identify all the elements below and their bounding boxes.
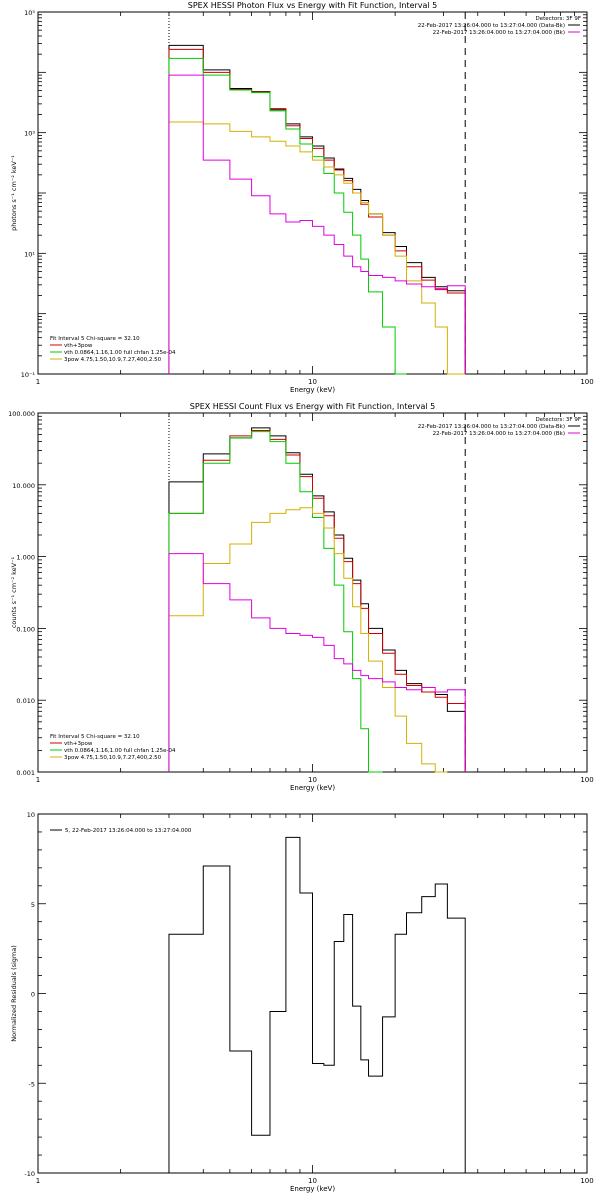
chart1-x-tick-label: 10	[308, 378, 317, 386]
chart1-x-axis-label: Energy (keV)	[290, 386, 335, 394]
chart2-legend-item: 3pow 4.75,1.50,10.9,7.27,400,2.50	[64, 755, 162, 761]
chart1-y-axis-label: photons s⁻¹ cm⁻² keV⁻¹	[10, 155, 18, 231]
chart1-header-line: 22-Feb-2017 13:26:04.000 to 13:27:04.000…	[418, 23, 565, 29]
chart1-legend-item: vth 0.0864,1.16,1.00 full chfan 1.25e-04	[64, 350, 176, 356]
chart1-legend-item: vth+3pow	[64, 343, 93, 349]
chart2-header-line: 22-Feb-2017 13:26:04.000 to 13:27:04.000…	[418, 424, 565, 430]
chart1-series-1-histogram	[168, 44, 466, 374]
chart1-x-tick-label: 100	[580, 378, 593, 386]
chart2-series-2-histogram	[168, 430, 466, 772]
chart2-y-axis-label: counts s⁻¹ cm⁻² keV⁻¹	[10, 556, 18, 628]
chart2-y-tick-label: 0.010	[16, 697, 35, 705]
chart3-x-tick-label: 10	[308, 1177, 317, 1185]
chart3-y-axis-label: Normalized Residuals (sigma)	[10, 945, 18, 1042]
chart1-y-tick-label: 10⁵	[24, 9, 35, 17]
chart2-y-tick-label: 100.000	[8, 410, 35, 418]
chart2-legend-item: vth+3pow	[64, 741, 93, 747]
chart3-x-tick-label: 1	[36, 1177, 40, 1185]
chart2-y-tick-label: 1.000	[16, 554, 35, 562]
chart1-x-tick-label: 1	[36, 378, 40, 386]
chart2-series-3-histogram	[168, 431, 383, 773]
chart1-title: SPEX HESSI Photon Flux vs Energy with Fi…	[188, 1, 438, 10]
chart3-y-tick-label: -10	[24, 1170, 35, 1178]
chart2-header-line: Detectors: 3F 9F	[535, 417, 581, 423]
chart2-legend-title: Fit Interval 5 Chi-square = 32.10	[50, 734, 140, 740]
chart1-plot-frame	[37, 11, 588, 375]
chart1-series-2-histogram	[168, 48, 466, 374]
chart1-y-tick-label: 10¹	[24, 250, 35, 258]
chart1-header-line: Detectors: 3F 9F	[535, 16, 581, 22]
chart2-series-5-histogram	[168, 553, 466, 772]
chart1-series-5-histogram	[168, 74, 466, 374]
chart1-header-line: 22-Feb-2017 13:26:04.000 to 13:27:04.000…	[433, 30, 565, 36]
chart2-title: SPEX HESSI Count Flux vs Energy with Fit…	[190, 402, 435, 411]
chart2-x-tick-label: 1	[36, 776, 40, 784]
chart1-series-4-histogram	[168, 121, 466, 375]
chart2-plot-frame	[37, 412, 588, 773]
chart1-y-tick-label: 10³	[24, 130, 35, 138]
chart2-x-tick-label: 100	[580, 776, 593, 784]
chart2-y-tick-label: 10.000	[12, 482, 35, 490]
chart3-y-tick-label: 0	[31, 991, 35, 999]
chart2-series-1-histogram	[168, 427, 466, 772]
chart3-y-tick-label: 10	[27, 811, 35, 819]
chart1-y-tick-label: 10⁻¹	[21, 371, 36, 379]
chart3-x-tick-label: 100	[580, 1177, 593, 1185]
chart1-series-3-histogram	[168, 57, 407, 375]
chart2-y-tick-label: 0.001	[16, 769, 35, 777]
chart2-series-4-histogram	[168, 507, 448, 773]
chart3-legend-item: 5, 22-Feb-2017 13:26:04.000 to 13:27:04.…	[65, 828, 192, 834]
chart3-x-axis-label: Energy (keV)	[290, 1185, 335, 1193]
chart2-header-line: 22-Feb-2017 13:26:04.000 to 13:27:04.000…	[433, 431, 565, 437]
chart3-y-tick-label: -5	[29, 1080, 35, 1088]
chart2-legend-item: vth 0.0864,1.16,1.00 full chfan 1.25e-04	[64, 748, 176, 754]
chart2-x-tick-label: 10	[308, 776, 317, 784]
chart3-y-tick-label: 5	[31, 901, 35, 909]
chart2-x-axis-label: Energy (keV)	[290, 784, 335, 792]
chart3-series-1-histogram	[168, 836, 466, 1173]
chart1-legend-item: 3pow 4.75,1.50,10.9,7.27,400,2.50	[64, 357, 162, 363]
chart1-legend-title: Fit Interval 5 Chi-square = 32.10	[50, 336, 140, 342]
chart2-y-tick-label: 0.100	[16, 625, 35, 633]
